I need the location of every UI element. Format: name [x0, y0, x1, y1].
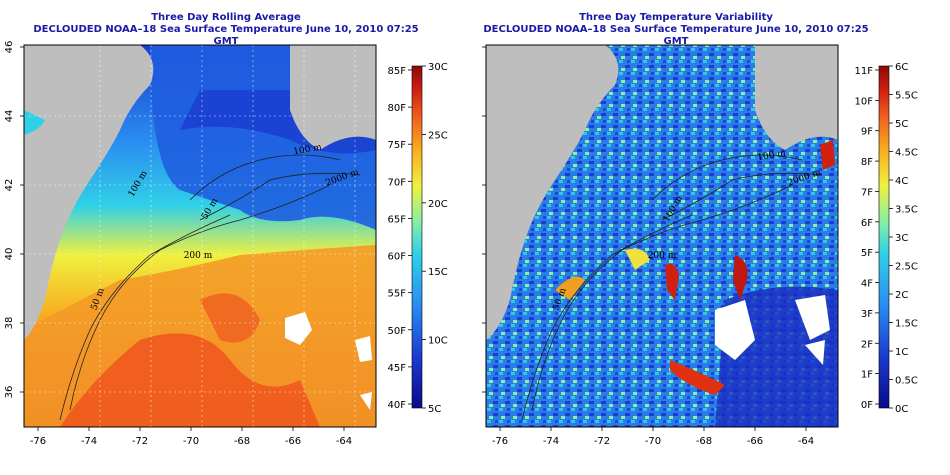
right-coast-land [486, 45, 619, 340]
left-legend-f-label: 80F [388, 103, 407, 114]
left-lon-tick-label: -68 [234, 436, 250, 447]
left-color-legend [411, 65, 423, 409]
right-lon-tick-label: -76 [492, 436, 508, 447]
left-lon-tick-label: -74 [81, 436, 97, 447]
right-contour-label: 100 m [757, 149, 787, 164]
left-lon-tick-label: -72 [132, 436, 148, 447]
right-legend-c-label: 2C [895, 290, 908, 301]
left-panel-subtitle: DECLOUDED NOAA–18 Sea Surface Temperatur… [33, 24, 419, 47]
left-contour-label: 100 m [293, 143, 323, 158]
left-legend-c-label: 10C [428, 336, 448, 347]
right-lon-tick-label: -74 [543, 436, 559, 447]
left-legend-f-label: 85F [388, 66, 407, 77]
right-panel-subtitle: DECLOUDED NOAA–18 Sea Surface Temperatur… [483, 24, 869, 47]
left-legend-f-label: 60F [388, 252, 407, 263]
right-legend-f-label: 2F [861, 339, 873, 350]
left-coast-land [24, 45, 154, 340]
right-lat-tick-label: 40 [475, 248, 477, 261]
right-legend-f-label: 1F [861, 370, 873, 381]
right-lon-tick-label: -68 [696, 436, 712, 447]
right-legend-f-label: 0F [861, 400, 873, 411]
right-legend-c-label: 4C [895, 176, 908, 187]
right-legend-c-label: 4.5C [895, 148, 918, 159]
right-legend-c-label: 3C [895, 233, 908, 244]
right-lat-tick-label: 36 [475, 386, 477, 399]
left-lat-tick-label: 38 [4, 317, 15, 330]
left-lon-tick-label: -70 [183, 436, 199, 447]
left-lon-tick-label: -64 [336, 436, 352, 447]
right-lon-tick-label: -64 [798, 436, 814, 447]
left-legend-c-label: 20C [428, 199, 448, 210]
left-lat-tick-label: 42 [4, 179, 15, 192]
left-legend-f-label: 50F [388, 326, 407, 337]
right-lon-tick-label: -66 [747, 436, 763, 447]
right-legend-f-label: 4F [861, 279, 873, 290]
right-color-legend [878, 65, 890, 409]
left-lon-tick-label: -76 [30, 436, 46, 447]
right-legend-f-label: 9F [861, 127, 873, 138]
left-legend-f-label: 45F [388, 363, 407, 374]
right-legend-c-label: 0.5C [895, 376, 918, 387]
right-legend-f-label: 6F [861, 218, 873, 229]
left-legend-f-label: 40F [388, 400, 407, 411]
left-legend-f-label: 75F [388, 140, 407, 151]
left-lon-tick-label: -66 [285, 436, 301, 447]
right-legend-c-label: 5.5C [895, 91, 918, 102]
left-legend-f-label: 65F [388, 214, 407, 225]
left-legend-c-label: 15C [428, 267, 448, 278]
right-legend-f-label: 10F [855, 96, 874, 107]
left-legend-f-label: 70F [388, 177, 407, 188]
right-contour-label: 200 m [648, 251, 677, 261]
right-legend-f-label: 3F [861, 309, 873, 320]
left-legend-c-label: 25C [428, 130, 448, 141]
left-lat-tick-label: 40 [4, 248, 15, 261]
left-lat-tick-label: 44 [4, 110, 15, 123]
right-legend-c-label: 5C [895, 119, 908, 130]
left-panel-title: Three Day Rolling Average [151, 12, 301, 23]
left-legend-c-label: 5C [428, 404, 441, 415]
right-legend-c-label: 1.5C [895, 319, 918, 330]
right-lat-tick-label: 38 [475, 317, 477, 330]
right-lat-tick-label: 44 [475, 110, 477, 123]
right-legend-c-label: 2.5C [895, 262, 918, 273]
left-lat-tick-label: 46 [4, 41, 15, 54]
left-lat-tick-label: 36 [4, 386, 15, 399]
left-contour-label: 200 m [184, 251, 213, 261]
right-legend-c-label: 6C [895, 62, 908, 73]
right-legend-f-label: 8F [861, 157, 873, 168]
right-lon-tick-label: -72 [594, 436, 610, 447]
right-lon-tick-label: -70 [645, 436, 661, 447]
right-legend-c-label: 3.5C [895, 205, 918, 216]
right-lat-tick-label: 42 [475, 179, 477, 192]
right-legend-f-label: 5F [861, 248, 873, 259]
left-legend-c-label: 30C [428, 62, 448, 73]
right-legend-f-label: 11F [855, 66, 874, 77]
right-panel-title: Three Day Temperature Variability [579, 12, 773, 23]
right-legend-f-label: 7F [861, 187, 873, 198]
right-legend-c-label: 0C [895, 404, 908, 415]
right-legend-c-label: 1C [895, 347, 908, 358]
left-legend-f-label: 55F [388, 289, 407, 300]
right-lat-tick-label: 46 [475, 41, 477, 54]
